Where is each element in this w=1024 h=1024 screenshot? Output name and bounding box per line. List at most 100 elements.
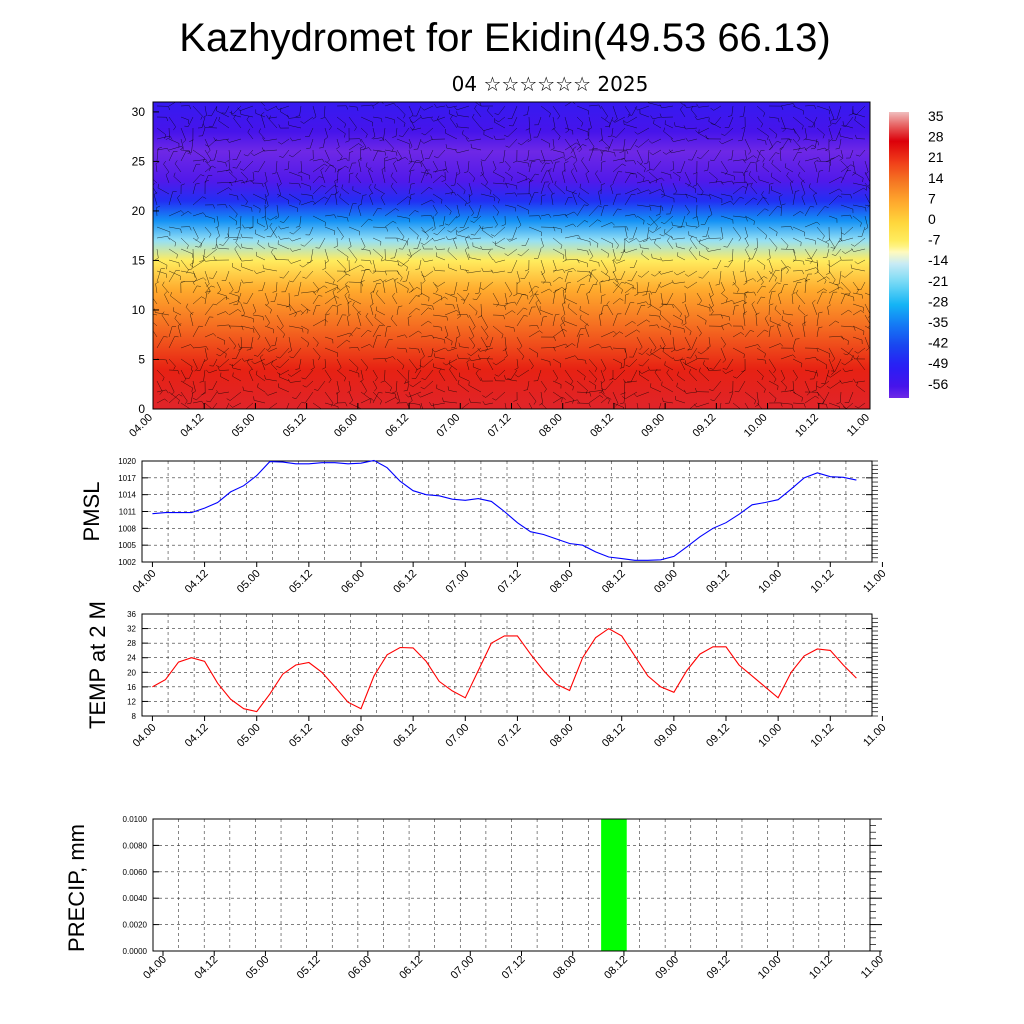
heat-x-tick-label: 07.12 <box>486 412 514 440</box>
pmsl-x-tick-label: 09.12 <box>704 568 732 596</box>
pmsl-series-line <box>152 459 857 561</box>
pmsl-x-tick-label: 05.00 <box>235 568 263 596</box>
pmsl-x-tick-label: 05.12 <box>287 568 315 596</box>
temperature-field <box>153 102 870 409</box>
colorbar-label: 28 <box>928 129 944 145</box>
pmsl-x-tick-label: 04.00 <box>131 568 159 596</box>
pmsl-x-tick-label: 10.00 <box>756 568 784 596</box>
colorbar-label: -28 <box>928 293 948 309</box>
temp-y-tick-label: 36 <box>127 610 136 619</box>
precip-y-axis-label: PRECIP, mm <box>64 824 89 952</box>
pmsl-x-tick-label: 11.00 <box>861 568 888 595</box>
temp-y-tick-label: 28 <box>127 639 136 648</box>
pmsl-y-tick-label: 1020 <box>118 457 136 466</box>
colorbar-label: -56 <box>928 376 948 392</box>
precip-y-tick-label: 0.0040 <box>123 894 148 903</box>
precip-x-tick-label: 11.00 <box>859 954 886 981</box>
precip-x-tick-label: 10.00 <box>756 954 784 982</box>
colorbar-label: 21 <box>928 149 944 165</box>
pmsl-y-axis-label: PMSL <box>79 482 104 542</box>
colorbar-label: -49 <box>928 355 948 371</box>
colorbar-label: -7 <box>928 232 941 248</box>
precip-y-tick-label: 0.0000 <box>123 947 148 956</box>
temp-x-tick-label: 05.00 <box>235 722 263 750</box>
heat-y-tick-label: 5 <box>138 352 145 366</box>
temp-x-tick-label: 07.12 <box>496 722 524 750</box>
colorbar-label: -35 <box>928 314 948 330</box>
precip-x-tick-label: 08.12 <box>602 954 630 982</box>
pmsl-y-tick-label: 1017 <box>118 474 136 483</box>
temp-x-tick-label: 11.00 <box>861 722 888 749</box>
precip-grid <box>153 818 870 952</box>
temp-x-tick-label: 10.00 <box>756 722 784 750</box>
pmsl-x-tick-label: 08.00 <box>548 568 576 596</box>
pmsl-x-tick-label: 09.00 <box>652 568 680 596</box>
heat-x-tick-label: 08.12 <box>588 412 616 440</box>
pmsl-x-tick-label: 07.12 <box>496 568 524 596</box>
colorbar-label: 0 <box>928 211 936 227</box>
precip-x-tick-label: 08.00 <box>551 954 579 982</box>
colorbar: 35 28 21 14 7 0 -7 -14 -21 -28 -35 -42 -49 -56 <box>889 108 948 398</box>
precip-x-tick-label: 04.12 <box>192 954 220 982</box>
colorbar-label: -14 <box>928 252 948 268</box>
temp-x-tick-label: 04.12 <box>183 722 211 750</box>
temp-x-tick-label: 08.00 <box>548 722 576 750</box>
pmsl-y-tick-label: 1014 <box>118 491 136 500</box>
temp-x-tick-label: 10.12 <box>808 722 836 750</box>
pmsl-x-tick-label: 06.00 <box>339 568 367 596</box>
heat-x-tick-label: 10.12 <box>793 412 821 440</box>
pmsl-chart: 1002 1005 1008 1011 1014 1017 1020 04.00 04.12 05… <box>79 457 889 596</box>
temp-y-tick-label: 16 <box>127 683 136 692</box>
chart-subtitle: 04 ☆☆☆☆☆☆ 2025 <box>451 72 649 96</box>
temp-y-tick-label: 8 <box>132 712 137 721</box>
precip-x-tick-label: 10.12 <box>807 954 835 982</box>
precip-x-tick-label: 07.00 <box>448 954 476 982</box>
heat-x-tick-label: 07.00 <box>434 412 462 440</box>
temp-x-tick-label: 07.00 <box>443 722 471 750</box>
heat-x-tick-label: 05.00 <box>230 412 258 440</box>
pmsl-x-tick-label: 07.00 <box>443 568 471 596</box>
heat-x-tick-label: 11.00 <box>845 412 872 439</box>
chart-title: Kazhydromet for Ekidin(49.53 66.13) <box>179 16 831 60</box>
colorbar-label: 14 <box>928 170 944 186</box>
heat-y-tick-label: 25 <box>132 154 146 168</box>
heat-x-tick-label: 08.00 <box>537 412 565 440</box>
temp-series-line <box>152 627 857 713</box>
temp-x-tick-label: 08.12 <box>600 722 628 750</box>
precip-x-tick-label: 07.12 <box>500 954 528 982</box>
heat-x-tick-label: 10.00 <box>742 412 770 440</box>
precip-x-tick-label: 06.12 <box>397 954 425 982</box>
wind-barb-strokes <box>153 102 870 409</box>
temp-x-tick-label: 06.00 <box>339 722 367 750</box>
heat-y-tick-label: 30 <box>132 105 146 119</box>
pmsl-x-tick-label: 04.12 <box>183 568 211 596</box>
precip-x-tick-label: 06.00 <box>346 954 374 982</box>
pmsl-y-tick-label: 1002 <box>118 558 136 567</box>
temp-y-tick-label: 12 <box>127 697 136 706</box>
colorbar-label: 35 <box>928 108 944 124</box>
temp-y-tick-label: 20 <box>127 668 136 677</box>
colorbar-label: -21 <box>928 273 948 289</box>
heat-y-tick-label: 20 <box>132 204 146 218</box>
wind-barbs <box>153 102 870 409</box>
temp-x-tick-label: 09.12 <box>704 722 732 750</box>
temp-x-tick-label: 06.12 <box>391 722 419 750</box>
precip-x-tick-label: 09.12 <box>705 954 733 982</box>
temperature-cross-section: 0 5 10 15 20 25 30 04.00 04.12 05.00 05.12 06.00 06.… <box>127 101 872 440</box>
heat-y-tick-label: 10 <box>132 303 146 317</box>
pmsl-y-tick-label: 1008 <box>118 524 136 533</box>
pmsl-grid <box>142 460 872 563</box>
pmsl-x-tick-label: 08.12 <box>600 568 628 596</box>
precip-x-tick-label: 05.12 <box>295 954 323 982</box>
colorbar-label: -42 <box>928 335 948 351</box>
heat-x-tick-label: 09.12 <box>691 412 719 440</box>
temp-chart: 8 12 16 20 24 28 32 36 04.00 04.12 05.00 05.12 06.00… <box>85 601 889 750</box>
precip-chart: 0.0000 0.0020 0.0040 0.0060 0.0080 0.0100 04.0… <box>64 815 886 982</box>
colorbar-label: 7 <box>928 190 936 206</box>
heat-x-tick-label: 05.12 <box>281 412 309 440</box>
heat-y-tick-label: 15 <box>132 253 146 267</box>
precip-x-tick-label: 04.00 <box>141 954 169 982</box>
temp-y-tick-label: 32 <box>127 625 136 634</box>
temp-y-axis-label: TEMP at 2 M <box>85 601 110 729</box>
